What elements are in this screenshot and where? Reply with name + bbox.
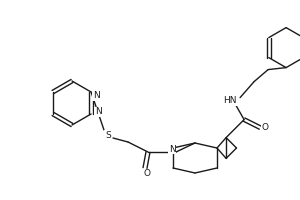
Text: N: N xyxy=(169,144,176,154)
Text: O: O xyxy=(262,123,268,132)
Text: O: O xyxy=(143,170,151,178)
Text: HN: HN xyxy=(223,96,237,105)
Text: N: N xyxy=(93,91,99,100)
Text: S: S xyxy=(105,130,111,140)
Text: N: N xyxy=(95,108,101,116)
